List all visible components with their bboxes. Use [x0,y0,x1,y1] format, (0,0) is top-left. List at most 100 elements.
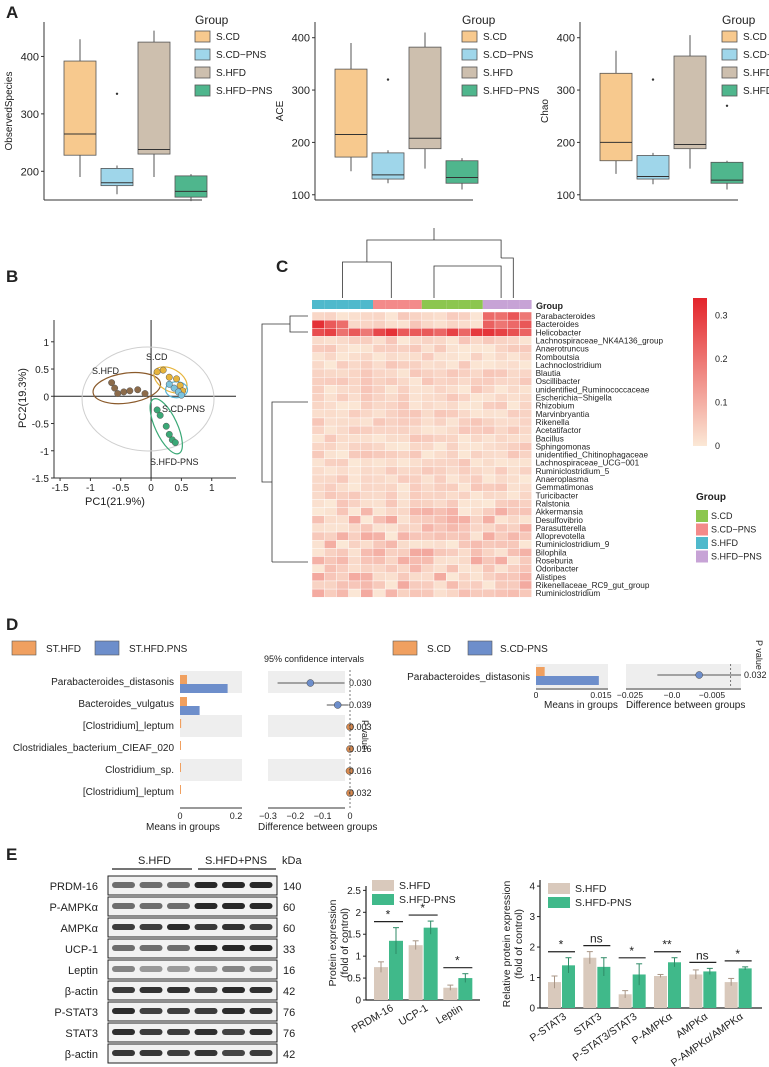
heatmap-cell [519,580,532,590]
blot-protein-label: P-STAT3 [54,1007,98,1019]
heatmap-cell [372,572,386,582]
heatmap-cell [409,499,423,508]
heatmap-cell [421,564,435,574]
lefse-bar-hfd [180,785,181,794]
heatmap-group-label: Group [536,301,563,311]
heatmap-cell [385,466,398,476]
heatmap-cell [311,523,325,533]
heatmap-taxon-label: unidentified_Ruminococcaceae [536,385,650,394]
lefse-row-band [268,759,345,781]
heatmap-cell [446,548,459,557]
heatmap-cell [433,344,447,353]
alpha-y-tick-label: 400 [21,51,39,63]
heatmap-cell [446,352,459,362]
heatmap-cell [494,425,508,435]
heatmap-cell [324,564,337,574]
heatmap-cell [348,328,362,337]
chart2-bar [618,994,632,1008]
blot-band [112,903,135,909]
heatmap-cell [507,474,520,484]
heatmap-cell [372,401,386,410]
heatmap-cell [372,458,386,468]
heatmap-cell [507,319,520,329]
heatmap-cell [470,401,484,410]
heatmap-cell [360,466,374,476]
heatmap-cell [311,507,325,516]
heatmap-cell [336,556,349,565]
pcoa-y-axis-label: PC2(19.3%) [17,368,29,428]
heatmap-cell [348,344,362,353]
heatmap-cell [409,588,423,598]
heatmap-cell [348,572,362,582]
heatmap-cell [519,434,532,443]
heatmap-cell [458,328,471,337]
lefse-taxon-label: Clostridium_sp. [105,765,174,776]
pcoa-ellipse-hfdpns [149,398,183,455]
heatmap-cell [360,319,374,329]
heatmap-cell [409,434,423,443]
pcoa-point-hfdpns [171,439,179,447]
heatmap-cell [494,360,508,370]
heatmap-cell [372,531,386,541]
heatmap-cell [482,474,496,484]
heatmap-cell [348,564,362,574]
blot-band [139,1050,163,1056]
heatmap-cell [470,434,484,443]
chart1-x-tick-label: PRDM-16 [350,1002,396,1036]
heatmap-group-cell [397,300,410,309]
blot-band [249,966,273,972]
heatmap-cell [409,458,423,468]
heatmap-cell [397,572,410,582]
heatmap-cell [385,401,398,410]
heatmap-cell [458,442,471,451]
heatmap-cell [458,580,471,590]
heatmap-cell [336,336,349,345]
lefse-diff-point [346,745,354,753]
heatmap-cell [494,580,508,590]
lefse-diff-tick: 0 [347,811,352,821]
blot-kda-label: 76 [283,1028,295,1040]
panel-letter-c: C [276,257,288,276]
blot-band [249,945,273,951]
heatmap-cell [446,425,459,435]
heatmap-cell [507,523,520,533]
heatmap-cell [397,344,410,353]
heatmap-cell [494,352,508,362]
pcoa-total-ellipse [81,346,215,452]
heatmap-cell [324,556,337,565]
lefse-p-value: 0.003 [349,722,372,732]
heatmap-cell [409,515,423,525]
heatmap-legend-label: S.CD [711,511,733,521]
heatmap-cell [311,531,325,541]
heatmap-taxon-label: Odoribacter [536,565,579,574]
heatmap-cell [494,523,508,533]
heatmap-cell [446,588,459,598]
heatmap-cell [372,540,386,549]
heatmap-cell [494,434,508,443]
blot-strip [107,938,278,959]
heatmap-cell [446,311,459,321]
heatmap-taxon-label: unidentified_Chitinophagaceae [536,451,649,460]
heatmap-cell [360,482,374,492]
heatmap-cell [360,588,374,598]
heatmap-cell [372,474,386,484]
heatmap-cell [446,368,459,378]
heatmap-cell [360,499,374,508]
heatmap-taxon-label: Ruminiclostridium_5 [536,467,610,476]
heatmap-cell [507,393,520,402]
heatmap-cell [372,328,386,337]
heatmap-cell [360,442,374,451]
panel-letter-d: D [6,615,18,634]
heatmap-cell [519,425,532,435]
heatmap-cell [446,499,459,508]
heatmap-cell [397,474,410,484]
chart2-bar [654,976,667,1008]
blot-band [167,882,190,888]
heatmap-cell [519,393,532,402]
heatmap-cell [360,360,374,370]
blot-kda-label: 42 [283,1049,295,1061]
heatmap-cell [433,564,447,574]
heatmap-cell [372,580,386,590]
blot-band [249,882,273,888]
chart2-x-tick-label: P-STAT3 [528,1011,569,1045]
